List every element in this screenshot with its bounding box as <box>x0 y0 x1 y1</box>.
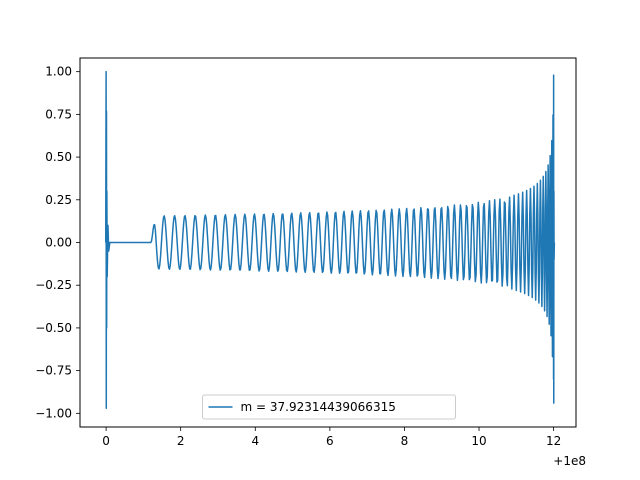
legend-box <box>202 394 456 420</box>
legend-entry-label: m = 37.92314439066315 <box>241 400 396 414</box>
y-tick-label: −1.00 <box>35 406 72 420</box>
y-tick-label: 0.75 <box>45 107 72 121</box>
x-tick-label: 10 <box>471 434 486 448</box>
series-line <box>104 70 556 409</box>
y-tick-label: 0.00 <box>45 236 72 250</box>
y-tick-label: −0.25 <box>35 278 72 292</box>
y-tick-label: 0.25 <box>45 193 72 207</box>
x-tick-label: 0 <box>102 434 110 448</box>
y-tick-label: −0.75 <box>35 364 72 378</box>
y-tick-label: −0.50 <box>35 321 72 335</box>
y-tick-label: 1.00 <box>45 65 72 79</box>
y-axis: −1.00 −0.75 −0.50 −0.25 0.00 0.25 0.50 0.75 1.00 <box>35 65 80 420</box>
x-tick-label: 6 <box>326 434 334 448</box>
x-axis-offset-label: +1e8 <box>553 454 586 468</box>
x-tick-label: 8 <box>401 434 409 448</box>
x-axis: 0 2 4 6 8 10 12 <box>102 427 561 448</box>
plot-area <box>104 70 556 409</box>
x-tick-label: 12 <box>546 434 561 448</box>
x-tick-label: 2 <box>177 434 185 448</box>
x-tick-label: 4 <box>251 434 259 448</box>
y-tick-label: 0.50 <box>45 150 72 164</box>
legend: m = 37.92314439066315 <box>202 394 456 420</box>
